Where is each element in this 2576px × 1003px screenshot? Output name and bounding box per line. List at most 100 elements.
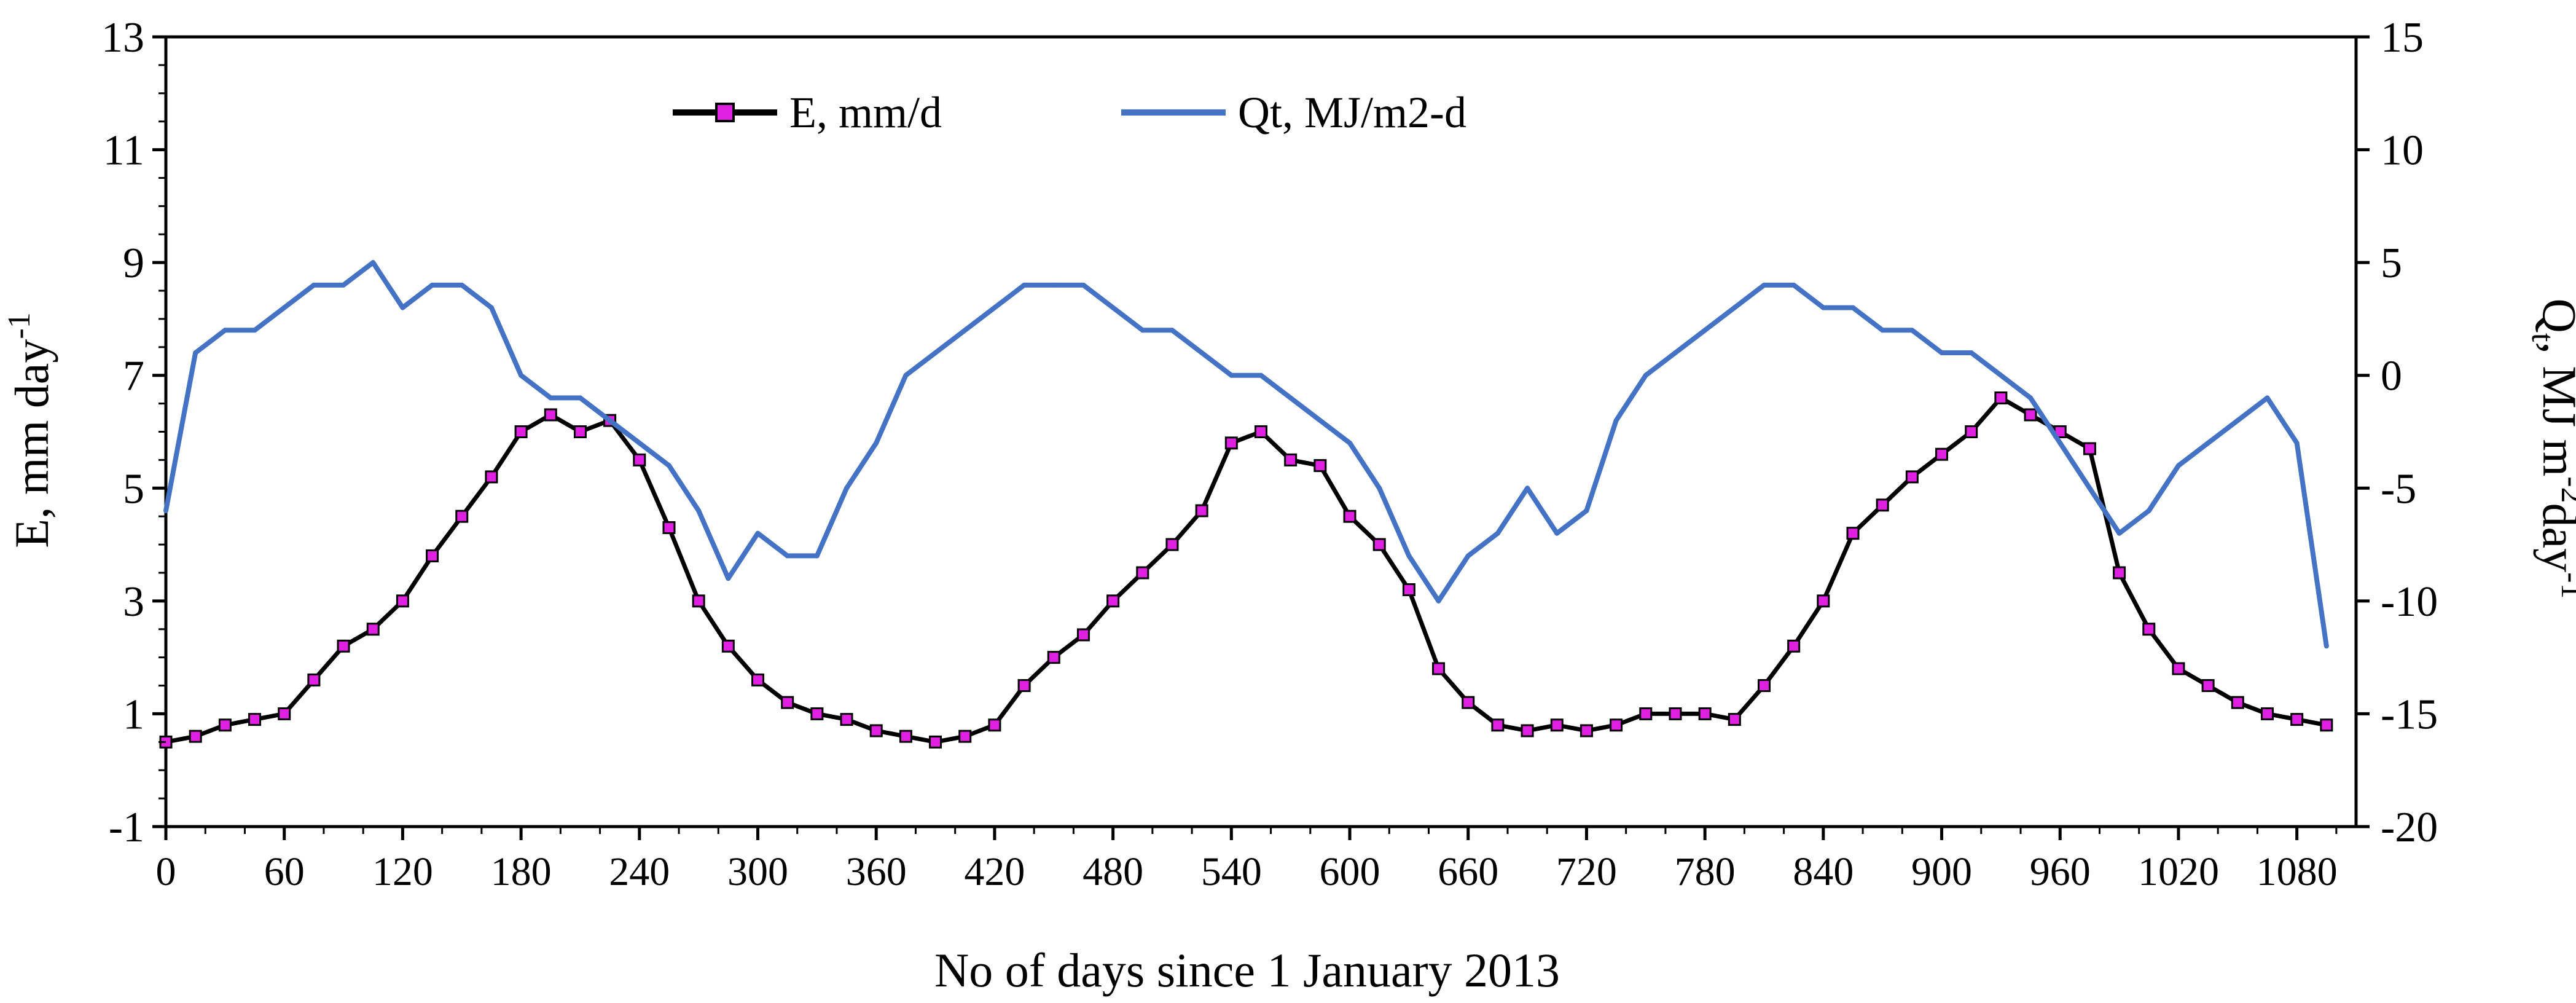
e-series-point xyxy=(810,707,824,720)
qt-series-point xyxy=(548,395,554,401)
qt-series-point xyxy=(2175,463,2181,468)
x-tick-label: 120 xyxy=(372,849,433,894)
y-left-tick-label: 11 xyxy=(103,127,144,175)
qt-series-point xyxy=(1229,372,1234,378)
e-series-point xyxy=(278,707,291,720)
qt-series-point xyxy=(785,553,790,559)
e-series-point xyxy=(485,470,498,484)
e-series-point xyxy=(1195,504,1208,517)
qt-series-point xyxy=(193,350,198,355)
e-series-point xyxy=(1402,583,1415,596)
qt-series-point xyxy=(1140,328,1145,333)
x-tick-label: 1020 xyxy=(2138,849,2219,894)
y-axis-right-title-sup2: -1 xyxy=(2554,572,2576,599)
legend-qt-label: Qt, MJ/m2-d xyxy=(1238,88,1466,137)
e-series-point xyxy=(929,735,942,749)
e-series-point xyxy=(1343,509,1357,523)
qt-series-point xyxy=(636,440,642,446)
qt-series-point xyxy=(2235,418,2241,423)
x-tick-label: 840 xyxy=(1793,849,1854,894)
qt-series-point xyxy=(2294,440,2300,446)
e-series-point xyxy=(366,623,380,636)
qt-series-point xyxy=(2265,395,2270,401)
x-tick-label: 300 xyxy=(727,849,788,894)
qt-series-point xyxy=(2116,530,2122,536)
qt-series-point xyxy=(1288,395,1293,401)
qt-series-point xyxy=(1820,305,1826,310)
e-series-point xyxy=(426,549,439,562)
axes-group: 0 60 120 180 240 300 360 420 480 540 600 660 720 780 8… xyxy=(101,14,2438,894)
x-tick-label: 780 xyxy=(1675,849,1736,894)
qt-series-point xyxy=(1377,486,1382,491)
qt-series-point xyxy=(696,508,702,513)
e-series-point xyxy=(988,718,1001,732)
qt-series-point xyxy=(1643,372,1648,378)
legend-e-marker xyxy=(715,103,735,122)
e-series-point xyxy=(396,594,409,608)
e-series-point xyxy=(1106,594,1120,608)
qt-series-point xyxy=(519,372,524,378)
x-tick-label: 420 xyxy=(964,849,1025,894)
e-series-point xyxy=(633,453,646,466)
x-tick-label: 900 xyxy=(1911,849,1972,894)
x-tick-label: 540 xyxy=(1201,849,1262,894)
e-series-point xyxy=(1846,527,1860,540)
e-series-point xyxy=(1372,538,1386,551)
y-left-tick-label: 7 xyxy=(123,353,144,400)
qt-series-point xyxy=(400,305,405,310)
e-series-point xyxy=(869,724,883,738)
x-tick-label: 180 xyxy=(491,849,552,894)
e-series-point xyxy=(692,594,705,608)
x-tick-label: 960 xyxy=(2030,849,2091,894)
e-series-point xyxy=(2083,442,2096,455)
qt-series-point xyxy=(1672,350,1678,355)
y-left-tick-label: 3 xyxy=(123,578,144,626)
x-tick-label: 0 xyxy=(156,849,176,894)
x-tick-label: 60 xyxy=(264,849,305,894)
qt-series-point xyxy=(222,328,228,333)
y-axis-right-title-sup1: -2 xyxy=(2554,476,2576,503)
e-series-point xyxy=(958,730,972,743)
y-right-tick-label: -5 xyxy=(2381,465,2416,513)
qt-series-point xyxy=(1258,372,1264,378)
qt-series-point xyxy=(429,282,435,288)
qt-series-point xyxy=(1495,530,1500,536)
qt-series-point xyxy=(1169,328,1175,333)
qt-series-point xyxy=(311,282,316,288)
qt-series-point xyxy=(755,530,761,536)
y-right-tick-label: 10 xyxy=(2381,127,2424,175)
y-axis-right-title-sub: t xyxy=(2525,333,2560,342)
qt-series-point xyxy=(370,260,376,266)
y-left-tick-label: -1 xyxy=(109,804,144,851)
qt-series-point xyxy=(1081,282,1086,288)
x-tick-label: 480 xyxy=(1082,849,1143,894)
y-right-tick-label: -20 xyxy=(2381,804,2438,851)
qt-series-point xyxy=(1199,350,1205,355)
e-series-point xyxy=(1876,498,1889,512)
e-series-point xyxy=(1935,447,1949,461)
e-series-point xyxy=(1165,538,1179,551)
e-series-point xyxy=(1580,724,1593,738)
e-series-point xyxy=(2172,662,2185,675)
y-axis-left-title: E, mm day-1 xyxy=(2,312,58,548)
qt-series-line xyxy=(163,260,2329,647)
e-series-point xyxy=(1224,436,1238,450)
e-series-point xyxy=(781,696,794,709)
y-axis-left-title-sup: -1 xyxy=(2,312,37,339)
qt-series-point xyxy=(1406,553,1412,559)
qt-series-point xyxy=(962,328,968,333)
x-tick-label: 240 xyxy=(609,849,670,894)
e-series-point xyxy=(2320,718,2333,732)
e-series-point xyxy=(1905,470,1919,484)
qt-series-point xyxy=(874,440,879,446)
qt-series-point xyxy=(1613,418,1619,423)
e-series-point xyxy=(1462,696,1475,709)
x-axis-title: No of days since 1 January 2013 xyxy=(934,943,1560,997)
e-series-point xyxy=(2260,707,2274,720)
e-series-point xyxy=(189,730,202,743)
qt-series-point xyxy=(814,553,820,559)
e-series-point xyxy=(1994,391,2008,404)
e-series-point xyxy=(1284,453,1298,466)
y-right-tick-label: 15 xyxy=(2381,14,2424,61)
